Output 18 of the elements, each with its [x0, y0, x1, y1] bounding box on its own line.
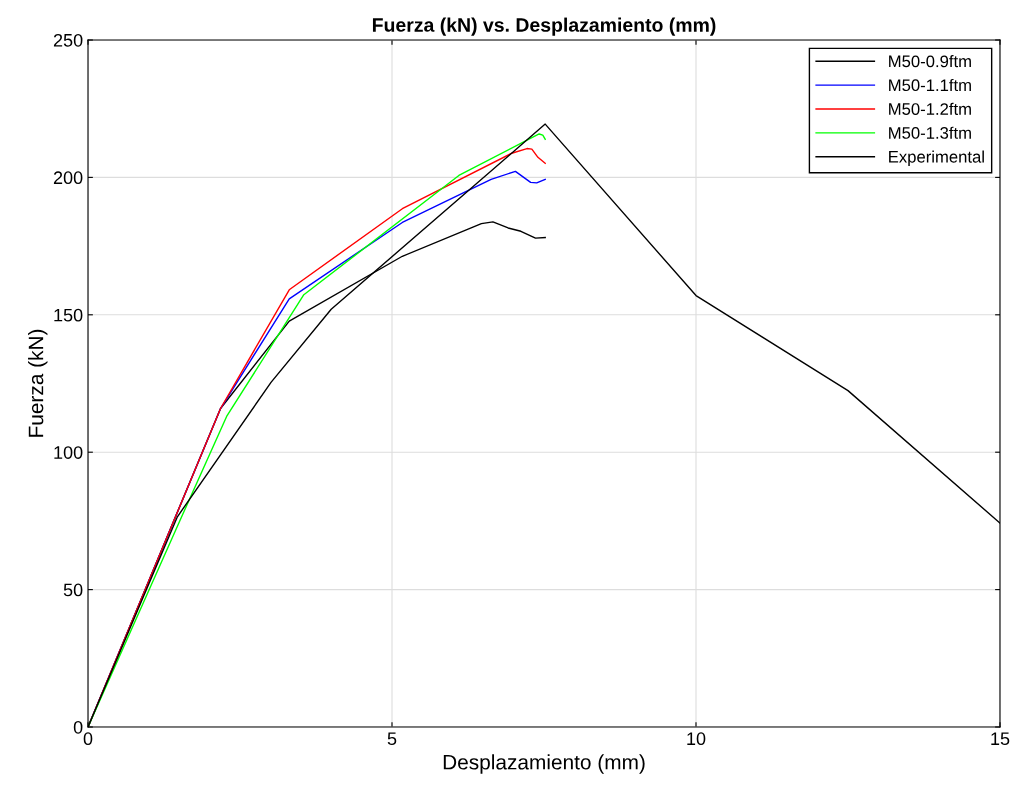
- y-tick-label: 150: [54, 308, 83, 322]
- chart-title: Fuerza (kN) vs. Desplazamiento (mm): [372, 17, 716, 36]
- y-tick-label: 200: [53, 171, 83, 185]
- y-tick-label: 50: [63, 583, 83, 597]
- legend-label: M50-1.2ftm: [889, 102, 971, 115]
- y-tick-label: 250: [53, 33, 83, 47]
- x-tick-label: 5: [387, 732, 397, 746]
- legend-label: M50-1.3ftm: [889, 126, 971, 139]
- y-tick-label: 0: [73, 720, 83, 734]
- legend-label: Experimental: [889, 150, 984, 167]
- x-axis-title: Desplazamiento (mm): [443, 754, 645, 774]
- legend-label: M50-0.9ftm: [889, 55, 971, 68]
- y-tick-label: 100: [54, 446, 83, 459]
- y-axis-title: Fuerza (kN): [28, 329, 48, 437]
- x-tick-label: 15: [991, 732, 1010, 746]
- legend-label: M50-1.1ftm: [889, 78, 971, 92]
- x-tick-label: 10: [687, 732, 706, 746]
- x-tick-label: 0: [83, 732, 93, 746]
